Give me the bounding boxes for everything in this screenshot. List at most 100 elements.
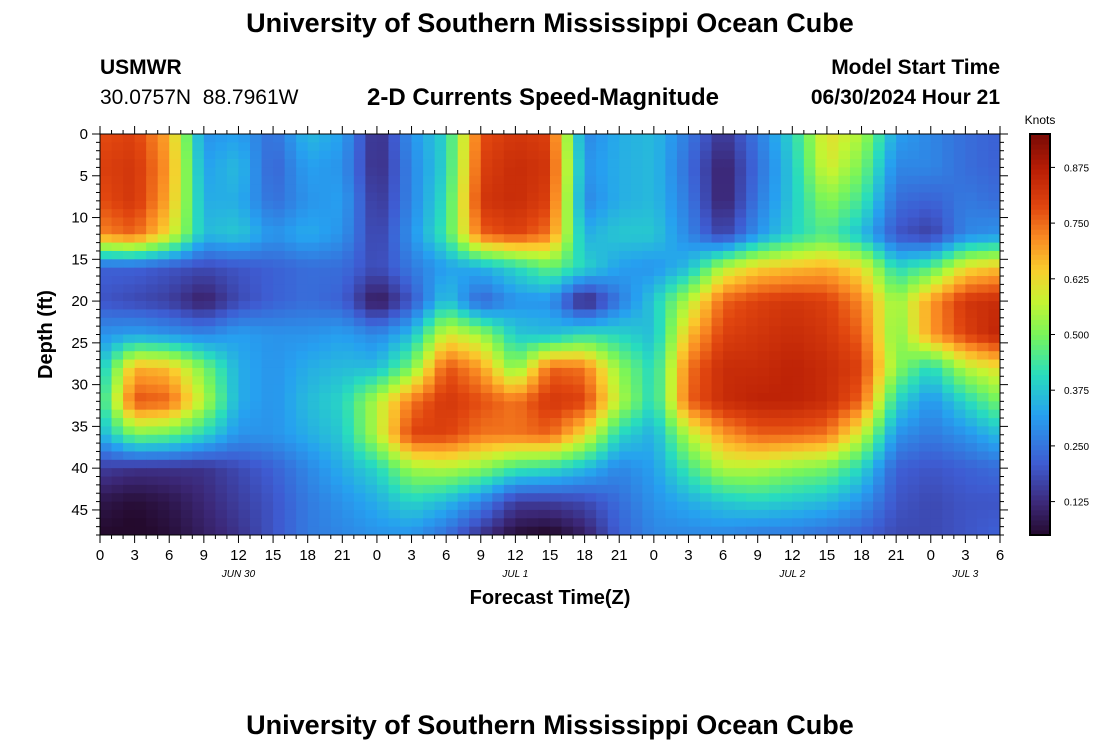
heatmap-cell bbox=[561, 276, 574, 285]
heatmap-cell bbox=[157, 209, 170, 218]
heatmap-cell bbox=[250, 418, 262, 427]
heatmap-cell bbox=[215, 175, 228, 185]
heatmap-cell bbox=[100, 468, 112, 477]
heatmap-cell bbox=[134, 359, 147, 369]
heatmap-cell bbox=[792, 225, 805, 235]
heatmap-cell bbox=[653, 443, 666, 452]
heatmap-cell bbox=[365, 134, 378, 143]
heatmap-cell bbox=[157, 175, 170, 185]
heatmap-cell bbox=[584, 200, 597, 210]
heatmap-cell bbox=[723, 409, 736, 419]
heatmap-cell bbox=[538, 484, 551, 494]
heatmap-cell bbox=[434, 359, 447, 369]
heatmap-cell bbox=[653, 209, 666, 218]
heatmap-cell bbox=[769, 476, 782, 486]
heatmap-cell bbox=[226, 150, 239, 160]
heatmap-cell bbox=[273, 175, 286, 185]
heatmap-cell bbox=[873, 468, 886, 477]
heatmap-cell bbox=[711, 267, 724, 277]
heatmap-cell bbox=[976, 451, 989, 461]
heatmap-cell bbox=[365, 518, 378, 528]
heatmap-cell bbox=[619, 426, 632, 436]
heatmap-cell bbox=[792, 468, 805, 477]
heatmap-cell bbox=[815, 217, 828, 227]
heatmap-cell bbox=[734, 150, 747, 160]
heatmap-cell bbox=[976, 225, 989, 235]
heatmap-cell bbox=[746, 159, 759, 168]
heatmap-cell bbox=[953, 392, 966, 402]
heatmap-cell bbox=[146, 326, 159, 335]
heatmap-cell bbox=[446, 434, 459, 444]
heatmap-cell bbox=[792, 309, 805, 319]
heatmap-cell bbox=[919, 159, 932, 168]
heatmap-cell bbox=[838, 509, 851, 519]
heatmap-cell bbox=[746, 376, 759, 386]
heatmap-cell bbox=[907, 134, 920, 143]
heatmap-cell bbox=[953, 476, 966, 486]
heatmap-cell bbox=[250, 317, 262, 327]
heatmap-cell bbox=[423, 426, 436, 436]
heatmap-cell bbox=[838, 493, 851, 502]
heatmap-cell bbox=[342, 150, 355, 160]
heatmap-cell bbox=[873, 301, 886, 310]
heatmap-cell bbox=[861, 526, 874, 536]
heatmap-cell bbox=[642, 301, 655, 310]
heatmap-cell bbox=[711, 192, 724, 202]
heatmap-cell bbox=[469, 134, 482, 143]
heatmap-cell bbox=[538, 276, 551, 285]
heatmap-cell bbox=[665, 175, 678, 185]
heatmap-cell bbox=[930, 501, 943, 511]
heatmap-cell bbox=[342, 175, 355, 185]
heatmap-cell bbox=[688, 159, 701, 168]
heatmap-cell bbox=[930, 468, 943, 477]
heatmap-cell bbox=[169, 276, 182, 285]
heatmap-cell bbox=[169, 359, 182, 369]
heatmap-cell bbox=[515, 409, 528, 419]
heatmap-cell bbox=[365, 526, 378, 536]
heatmap-cell bbox=[550, 259, 562, 269]
heatmap-cell bbox=[319, 443, 332, 452]
heatmap-cell bbox=[976, 376, 989, 386]
heatmap-cell bbox=[100, 392, 112, 402]
heatmap-cell bbox=[157, 468, 170, 477]
heatmap-cell bbox=[330, 376, 343, 386]
heatmap-cell bbox=[850, 192, 862, 202]
heatmap-cell bbox=[376, 142, 389, 152]
heatmap-cell bbox=[238, 476, 251, 486]
heatmap-cell bbox=[930, 426, 943, 436]
heatmap-cell bbox=[919, 267, 932, 277]
heatmap-cell bbox=[676, 434, 689, 444]
heatmap-cell bbox=[134, 468, 147, 477]
colorbar-segment bbox=[1030, 134, 1050, 140]
heatmap-cell bbox=[838, 443, 851, 452]
heatmap-cell bbox=[792, 518, 805, 528]
heatmap-cell bbox=[965, 359, 978, 369]
heatmap-cell bbox=[365, 434, 378, 444]
heatmap-cell bbox=[388, 209, 401, 218]
heatmap-cell bbox=[434, 276, 447, 285]
heatmap-cell bbox=[538, 184, 551, 193]
heatmap-cell bbox=[930, 334, 943, 344]
heatmap-cell bbox=[307, 376, 320, 386]
heatmap-cell bbox=[400, 376, 412, 386]
x-tick-label: 9 bbox=[754, 547, 762, 564]
heatmap-cell bbox=[896, 359, 909, 369]
heatmap-cell bbox=[930, 509, 943, 519]
heatmap-cell bbox=[803, 192, 816, 202]
heatmap-cell bbox=[250, 276, 262, 285]
colorbar-segment bbox=[1030, 299, 1050, 305]
heatmap-cell bbox=[884, 242, 897, 252]
heatmap-cell bbox=[711, 250, 724, 260]
heatmap-cell bbox=[930, 267, 943, 277]
heatmap-cell bbox=[342, 351, 355, 360]
heatmap-cell bbox=[100, 351, 112, 360]
heatmap-cell bbox=[469, 367, 482, 377]
heatmap-cell bbox=[976, 518, 989, 528]
heatmap-cell bbox=[665, 225, 678, 235]
heatmap-cell bbox=[953, 284, 966, 294]
heatmap-cell bbox=[919, 276, 932, 285]
heatmap-cell bbox=[457, 409, 470, 419]
heatmap-cell bbox=[180, 443, 193, 452]
heatmap-cell bbox=[573, 434, 586, 444]
heatmap-cell bbox=[203, 175, 216, 185]
